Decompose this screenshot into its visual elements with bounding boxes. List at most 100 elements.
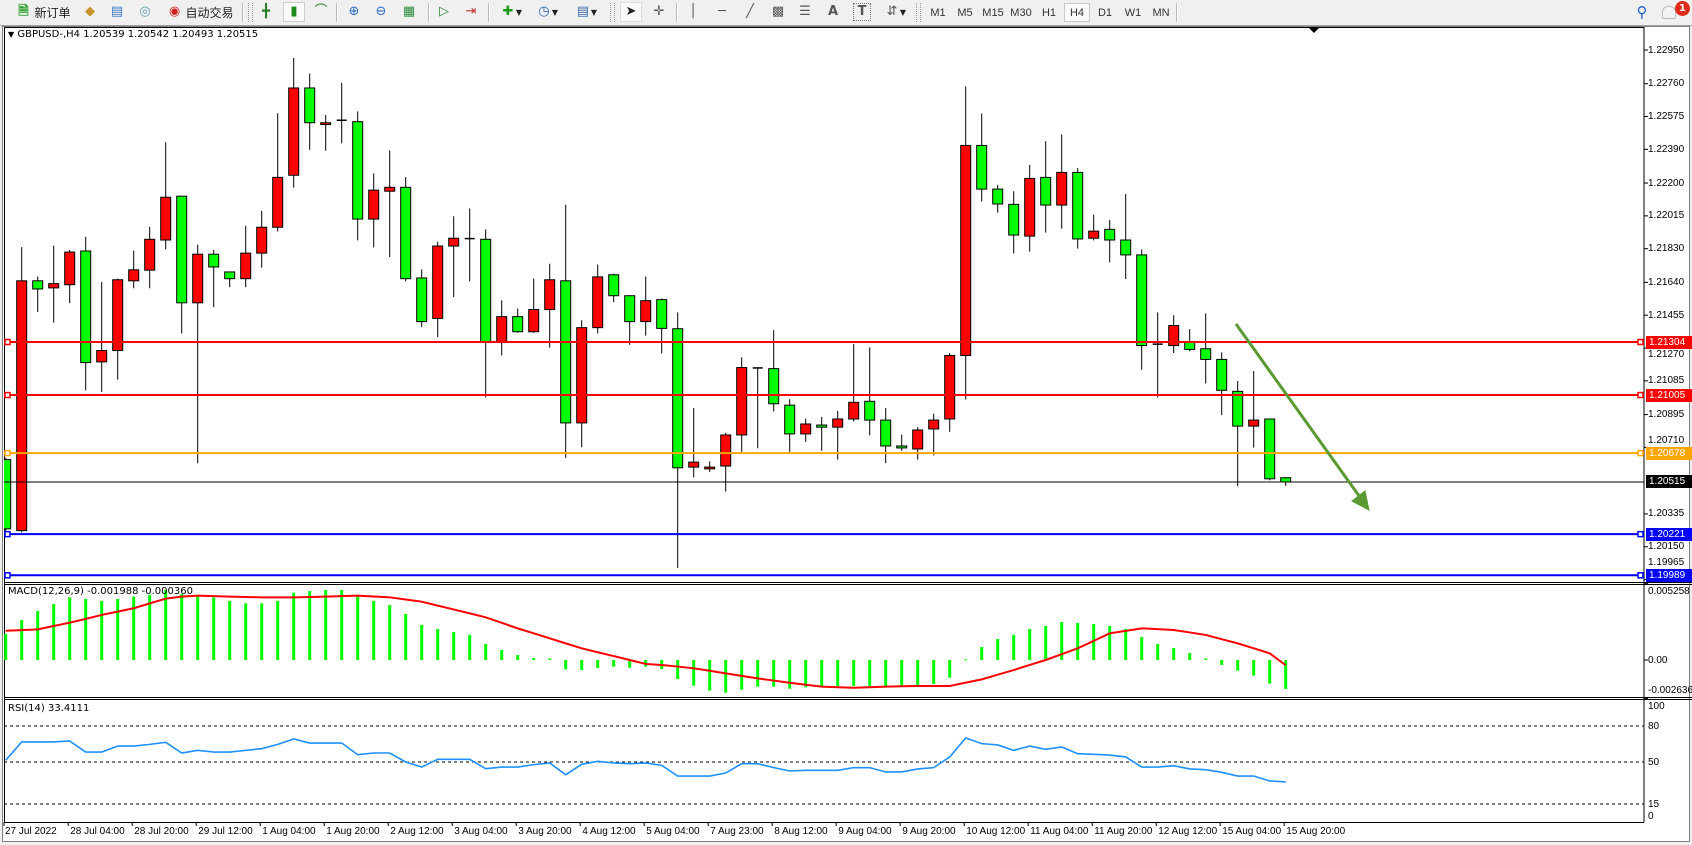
level-handle-left	[4, 391, 11, 399]
bar-chart-button[interactable]: ╋	[256, 2, 276, 22]
text-button[interactable]: A	[823, 2, 843, 22]
candle	[560, 204, 572, 458]
toolbar-separator	[488, 3, 490, 22]
level-price-label[interactable]: 1.21304	[1646, 335, 1692, 349]
macd-histogram-bar	[964, 659, 968, 661]
zoom-out-button[interactable]: ⊖	[371, 2, 391, 22]
candle	[1104, 219, 1116, 263]
new-indicator-button[interactable]: ✚ ▼	[496, 2, 526, 22]
macd-panel	[4, 590, 1288, 693]
candle-body-bear	[672, 328, 684, 469]
macd-histogram-bar	[884, 660, 888, 686]
vertical-line-button[interactable]: │	[683, 2, 703, 22]
rsi-axis-label: 15	[1648, 798, 1660, 810]
timeframe-mn[interactable]: MN	[1152, 6, 1170, 19]
crosshair-button[interactable]: ✛	[649, 2, 669, 22]
candle-body-bull	[832, 418, 844, 428]
tile-windows-button[interactable]: ▦	[399, 2, 419, 22]
toolbar-grip[interactable]	[916, 3, 921, 22]
zoom-in-button[interactable]: ⊕	[344, 2, 364, 22]
toolbar-grip[interactable]	[610, 3, 615, 22]
level-price-label[interactable]: 1.19989	[1646, 568, 1692, 582]
timeframe-m30[interactable]: M30	[1010, 6, 1032, 19]
chart-menu-triangle-icon[interactable]: ▼	[8, 30, 15, 39]
macd-histogram-bar	[1220, 660, 1224, 665]
autoscroll-button[interactable]: ⇥	[461, 2, 481, 22]
toolbar-separator	[1176, 3, 1178, 22]
candle	[1056, 134, 1068, 229]
cursor-button[interactable]: ➤	[620, 2, 642, 22]
candle	[256, 210, 268, 268]
macd-histogram-bar	[324, 590, 328, 660]
new-order-button[interactable]: 🗎 新订单	[12, 2, 74, 22]
time-axis-label: 29 Jul 12:00	[198, 826, 253, 837]
line-chart-button[interactable]: ⌒	[311, 2, 331, 22]
macd-histogram-bar	[276, 600, 280, 660]
rsi-axis-label: 50	[1648, 756, 1660, 768]
new-indicator-icon: ✚	[502, 4, 514, 19]
chart-header: ▼ GBPUSD-,H4 1.20539 1.20542 1.20493 1.2…	[8, 29, 258, 40]
timeframe-d1[interactable]: D1	[1097, 6, 1113, 19]
macd-histogram-bar	[196, 594, 200, 660]
timeframe-h1[interactable]: H1	[1041, 6, 1057, 19]
rsi-line	[5, 737, 1286, 783]
macd-axis-label: 0.00	[1648, 654, 1668, 666]
navigator-button[interactable]: ▤	[107, 2, 127, 22]
macd-histogram-bar	[228, 600, 232, 660]
timeframe-m1[interactable]: M1	[930, 6, 946, 19]
timeframe-m15[interactable]: M15	[982, 6, 1004, 19]
macd-histogram-bar	[708, 660, 712, 691]
candle-body-bear	[208, 253, 220, 268]
macd-histogram-bar	[68, 597, 72, 660]
text-label-button[interactable]: T	[852, 2, 872, 22]
auto-trading-button[interactable]: ◉ 自动交易	[162, 2, 238, 22]
macd-histogram-bar	[1028, 628, 1032, 660]
level-price-label[interactable]: 1.21005	[1646, 388, 1692, 402]
timeframe-h4[interactable]: H4	[1064, 3, 1090, 22]
timeframe-w1[interactable]: W1	[1124, 6, 1142, 19]
candle	[880, 408, 892, 464]
level-handle-right	[1637, 530, 1644, 538]
candle	[960, 86, 972, 400]
search-button[interactable]: ⚲	[1632, 2, 1652, 22]
equidistant-channel-button[interactable]: ▩	[768, 2, 788, 22]
candle	[1216, 352, 1228, 416]
arrows-button[interactable]: ⇵ ▼	[880, 2, 910, 22]
candle-body-bear	[1232, 390, 1244, 427]
rsi-axis-label: 80	[1648, 720, 1660, 732]
candle-body-bull	[576, 327, 588, 424]
candle-body-bear	[1264, 418, 1276, 480]
signals-button[interactable]: ◎	[135, 2, 155, 22]
toolbar-separator	[676, 3, 678, 22]
chart-shift-button[interactable]: ▷	[434, 2, 454, 22]
trendline-button[interactable]: ╱	[740, 2, 760, 22]
macd-histogram-bar	[212, 597, 216, 660]
price-tick-label: 1.21270	[1648, 349, 1685, 361]
level-price-label[interactable]: 1.20221	[1646, 527, 1692, 541]
horizontal-line-button[interactable]: ─	[712, 2, 732, 22]
macd-histogram-bar	[740, 660, 744, 690]
candlestick-button[interactable]: ▮	[283, 2, 305, 22]
candle-body-bull	[1168, 325, 1180, 347]
toolbar-grip[interactable]	[248, 3, 253, 22]
signals-icon: ◎	[139, 4, 151, 19]
candle-body-bull	[736, 367, 748, 436]
candle	[896, 434, 908, 451]
notifications-badge[interactable]: 1	[1675, 1, 1690, 16]
chart-window[interactable]	[2, 26, 1690, 842]
candle-body-bear	[608, 274, 620, 297]
macd-histogram-bar	[804, 660, 808, 688]
periods-button[interactable]: ◷ ▼	[532, 2, 562, 22]
candle	[368, 173, 380, 248]
market-watch-button[interactable]: ◆	[80, 2, 100, 22]
time-axis-label: 1 Aug 04:00	[262, 826, 316, 837]
candle-body-bull	[928, 419, 940, 430]
level-price-label[interactable]: 1.20678	[1646, 446, 1692, 460]
fibonacci-button[interactable]: ☰	[795, 2, 815, 22]
candle-body-bull	[160, 196, 172, 241]
candle	[1264, 418, 1276, 481]
candle	[320, 114, 332, 151]
templates-button[interactable]: ▤ ▼	[570, 2, 602, 22]
timeframe-m5[interactable]: M5	[957, 6, 973, 19]
